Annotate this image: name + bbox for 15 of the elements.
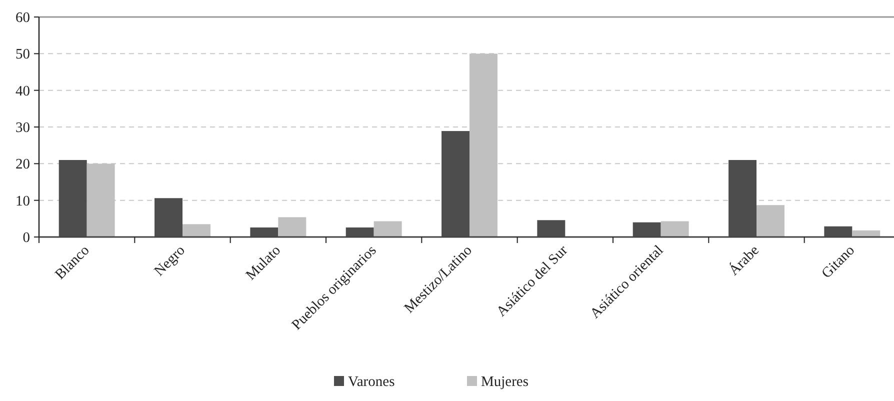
bar	[756, 205, 784, 237]
bar	[278, 217, 306, 237]
y-tick-label: 50	[16, 46, 30, 63]
bar	[374, 221, 402, 237]
y-tick-label: 40	[16, 83, 30, 100]
legend-label: Varones	[348, 374, 396, 390]
legend-label: Mujeres	[481, 374, 529, 390]
y-tick-label: 0	[22, 230, 30, 246]
y-tick-label: 10	[16, 193, 30, 210]
bar	[182, 224, 210, 237]
y-tick-label: 30	[16, 120, 30, 136]
y-tick-label: 20	[16, 156, 30, 173]
y-tick-label: 60	[16, 10, 30, 26]
bar	[852, 230, 880, 237]
bar	[660, 221, 689, 237]
